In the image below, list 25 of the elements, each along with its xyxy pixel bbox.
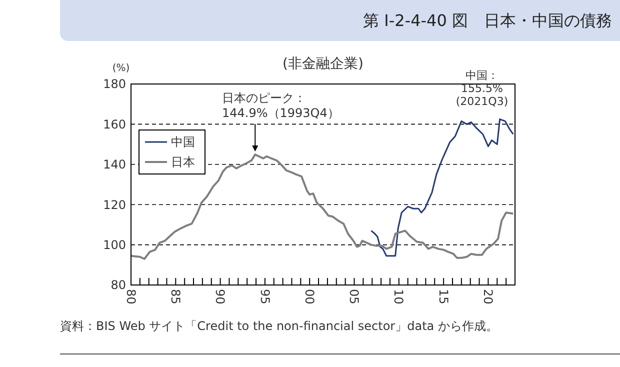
legend-label: 中国 <box>171 135 195 150</box>
x-tick-label: 20 <box>481 289 496 304</box>
x-tick-label: 80 <box>124 289 138 304</box>
x-tick-label: 00 <box>302 289 316 304</box>
y-tick-label: 160 <box>103 117 126 132</box>
annotation: 日本のピーク： 144.9%（1993Q4） <box>222 91 340 120</box>
y-tick-label: 140 <box>103 158 126 172</box>
x-tick-label: 05 <box>347 289 362 304</box>
line-series <box>130 154 514 260</box>
y-tick-label: 80 <box>110 278 126 292</box>
y-tick-label: 120 <box>103 198 126 212</box>
text: 資料：BIS Web サイト「Credit to the non-financial sector」data から作成。 <box>60 319 498 333</box>
legend-label: 日本 <box>171 155 195 170</box>
annotation: 中国： 155.5% (2021Q3) <box>456 69 508 108</box>
y-axis-title: (%) <box>112 63 130 74</box>
x-tick-label: 10 <box>392 289 406 304</box>
line-series <box>370 118 514 257</box>
chart-title: 第 I-2-4-40 図 日本・中国の債務 <box>363 11 612 30</box>
x-tick-label: 85 <box>168 289 182 304</box>
chart-subtitle: (非金融企業) <box>282 56 364 72</box>
y-tick-label: 180 <box>103 77 126 92</box>
x-tick-label: 15 <box>436 289 450 304</box>
y-tick-label: 100 <box>103 238 126 252</box>
x-tick-label: 90 <box>213 289 228 304</box>
x-tick-label: 95 <box>258 289 272 304</box>
